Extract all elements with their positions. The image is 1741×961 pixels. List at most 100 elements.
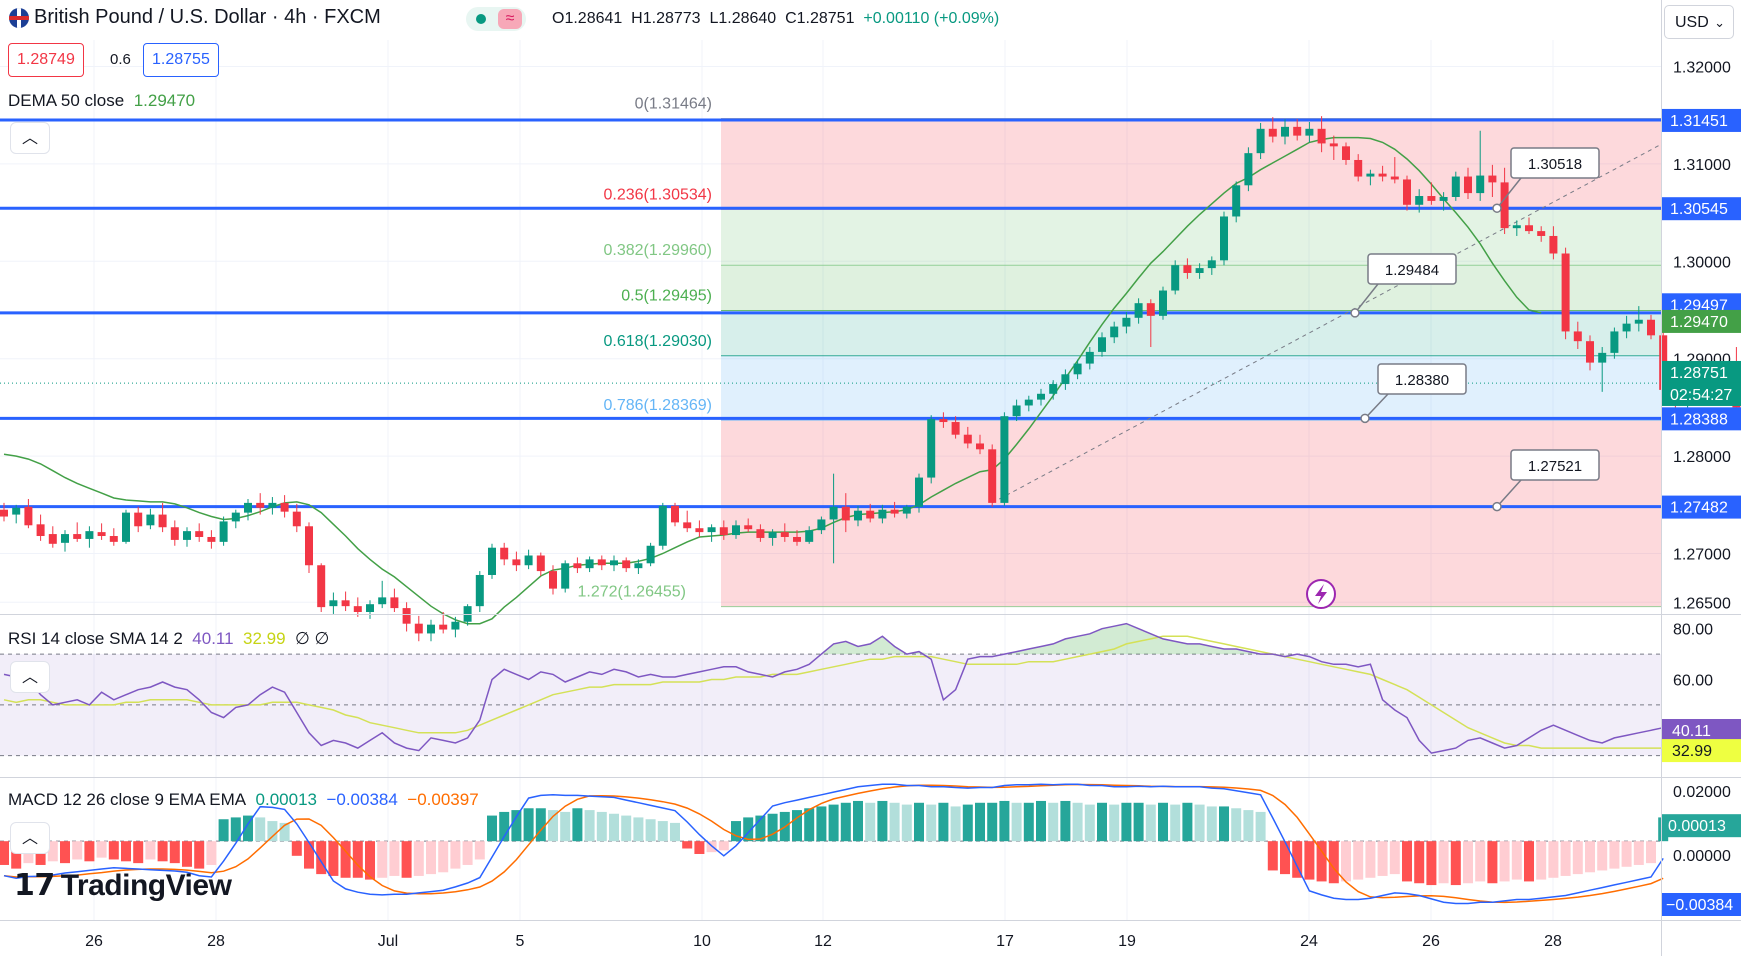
macd-histogram-bar <box>1133 802 1144 842</box>
candle-body <box>1159 290 1167 316</box>
rsi-value-badge <box>1662 719 1741 743</box>
symbol-title[interactable]: British Pound / U.S. Dollar · 4h · FXCM <box>34 6 381 28</box>
candle-body <box>231 512 240 522</box>
dema-legend[interactable]: DEMA 50 close 1.29470 <box>8 91 195 111</box>
dema-value: 1.29470 <box>133 91 196 110</box>
macd-histogram-bar <box>1585 841 1595 873</box>
macd-histogram-bar <box>828 804 839 842</box>
time-tick-label: 28 <box>207 933 225 950</box>
macd-line <box>3 783 1664 905</box>
macd-histogram-bar <box>413 841 424 876</box>
ohlc-readout: O1.28641 H1.28773 L1.28640 C1.28751 +0.0… <box>552 10 999 28</box>
macd-histogram-bar <box>267 821 278 842</box>
macd-histogram-bar <box>450 841 461 869</box>
candle-body <box>24 506 33 526</box>
macd-histogram-bar <box>340 841 351 878</box>
chevron-up-icon: ︿ <box>21 830 38 847</box>
candle-body <box>414 623 423 634</box>
candle-body <box>1061 374 1070 385</box>
macd-histogram-bar <box>1243 810 1254 842</box>
candle-body <box>207 536 216 542</box>
macd-histogram-bar <box>1365 841 1376 878</box>
macd-histogram-bar <box>1438 841 1449 884</box>
macd-tick-label: 0.02000 <box>1673 784 1731 801</box>
axis-price-badge <box>1662 407 1741 431</box>
macd-histogram-bar <box>194 841 205 869</box>
macd-hist-badge-label: 0.00013 <box>1668 818 1726 835</box>
candle-body <box>634 563 643 569</box>
macd-histogram-bar <box>1511 841 1522 880</box>
ohlc-close: C1.28751 <box>785 10 855 27</box>
collapse-macd-button[interactable]: ︿ <box>10 822 50 854</box>
macd-signal-value: −0.00397 <box>407 790 479 809</box>
candle-body <box>488 547 496 575</box>
macd-histogram-bar <box>657 821 668 842</box>
macd-histogram-bar <box>987 802 998 842</box>
collapse-main-button[interactable]: ︿ <box>10 122 50 154</box>
market-open-icon <box>476 14 486 24</box>
candle-body <box>1305 128 1314 136</box>
macd-histogram-bar <box>914 802 924 842</box>
callout-label: 1.30518 <box>1528 156 1582 173</box>
candle-body <box>329 600 338 607</box>
price-tick-label: 1.32000 <box>1673 59 1731 76</box>
macd-histogram-bar <box>1097 802 1107 842</box>
rsi-legend[interactable]: RSI 14 close SMA 14 2 40.11 32.99 ∅ ∅ <box>8 629 329 649</box>
macd-histogram-bar <box>645 819 656 842</box>
macd-histogram-bar <box>438 841 449 873</box>
macd-histogram-bar <box>401 841 412 878</box>
dema-label: DEMA 50 close <box>8 91 125 110</box>
rsi-extra: ∅ ∅ <box>295 629 330 648</box>
collapse-rsi-button[interactable]: ︿ <box>10 661 50 693</box>
macd-histogram-bar <box>1011 802 1022 842</box>
candle-body <box>719 527 728 536</box>
rsi-sma-line <box>3 635 1664 749</box>
macd-histogram-bar <box>328 841 339 876</box>
callout-label: 1.27521 <box>1528 458 1582 475</box>
candle-body <box>585 559 594 569</box>
candle-body <box>536 555 545 572</box>
candle-body <box>1281 126 1289 137</box>
candle-body <box>1049 384 1058 394</box>
macd-histogram-bar <box>926 804 937 842</box>
candle-body <box>817 519 826 531</box>
candle-body <box>244 502 252 513</box>
rsi-tick-label: 80.00 <box>1673 622 1713 639</box>
macd-histogram-bar <box>962 804 973 842</box>
candle-body <box>378 597 387 605</box>
tradingview-logo[interactable]: 𝟭𝟳 TradingView <box>14 868 232 903</box>
candle-body <box>73 534 82 539</box>
macd-histogram-bar <box>145 841 156 860</box>
macd-histogram-bar <box>1194 804 1205 842</box>
macd-histogram-bar <box>1158 802 1168 842</box>
macd-legend[interactable]: MACD 12 26 close 9 EMA EMA 0.00013 −0.00… <box>8 790 479 810</box>
sell-button[interactable]: 1.28749 <box>8 43 84 77</box>
macd-histogram-bar <box>743 817 754 842</box>
candle-body <box>1207 260 1216 269</box>
candle-body <box>390 597 399 609</box>
candle-body <box>61 534 69 543</box>
candle-body <box>158 514 167 528</box>
macd-histogram-bar <box>108 841 119 860</box>
candle-body <box>1085 351 1094 364</box>
macd-histogram-bar <box>304 841 314 869</box>
candle-body <box>915 477 923 507</box>
currency-select[interactable]: USD ⌄ <box>1664 5 1734 39</box>
buy-button[interactable]: 1.28755 <box>143 43 219 77</box>
fib-zone <box>721 209 1661 266</box>
alert-icon[interactable] <box>1306 579 1336 609</box>
candle-body <box>1537 231 1546 236</box>
market-status[interactable]: ≈ <box>466 7 526 31</box>
candle-body <box>1342 146 1350 160</box>
macd-histogram-bar <box>1389 841 1400 875</box>
candle-body <box>1366 173 1375 177</box>
candle-body <box>1232 185 1241 217</box>
macd-histogram-bar <box>1548 841 1559 878</box>
macd-histogram-bar <box>694 841 705 854</box>
candle-body <box>1329 143 1338 147</box>
macd-histogram-bar <box>121 841 131 862</box>
candle-body <box>1098 337 1106 352</box>
macd-histogram-bar <box>365 841 375 880</box>
macd-histogram-bar <box>792 810 802 842</box>
